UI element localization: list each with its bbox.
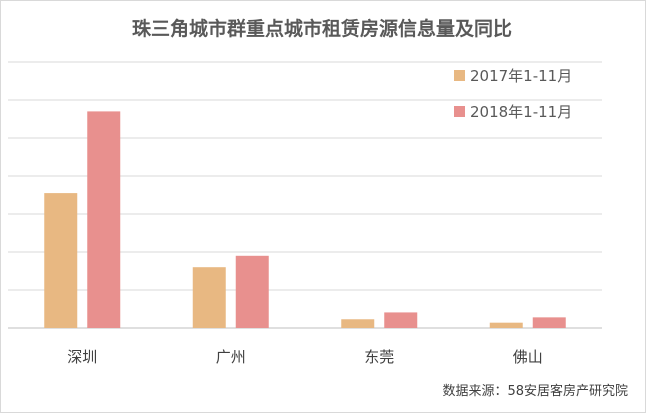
chart-title: 珠三角城市群重点城市租赁房源信息量及同比 xyxy=(132,17,512,40)
bar-广州-2 xyxy=(235,255,269,328)
x-tick-label: 深圳 xyxy=(67,348,97,366)
data-source: 数据来源：58安居客房产研究院 xyxy=(442,383,628,399)
legend: 2017年1-11月 2018年1-11月 xyxy=(454,67,572,121)
x-tick-label: 东莞 xyxy=(364,348,394,366)
bar-佛山-1 xyxy=(489,322,523,328)
x-tick-label: 广州 xyxy=(216,348,246,366)
bar-广州-1 xyxy=(192,267,226,328)
legend-swatch xyxy=(454,106,465,117)
x-axis-labels: 深圳 广州 东莞 佛山 xyxy=(67,348,543,366)
bars xyxy=(44,111,566,329)
legend-label: 2018年1-11月 xyxy=(470,103,572,121)
legend-label: 2017年1-11月 xyxy=(470,67,572,85)
bar-东莞-1 xyxy=(341,319,375,328)
bar-深圳-1 xyxy=(44,193,78,328)
bar-佛山-2 xyxy=(532,317,566,328)
bar-深圳-2 xyxy=(87,111,121,329)
x-tick-label: 佛山 xyxy=(513,348,543,366)
bar-东莞-2 xyxy=(384,312,418,328)
legend-swatch xyxy=(454,70,465,81)
